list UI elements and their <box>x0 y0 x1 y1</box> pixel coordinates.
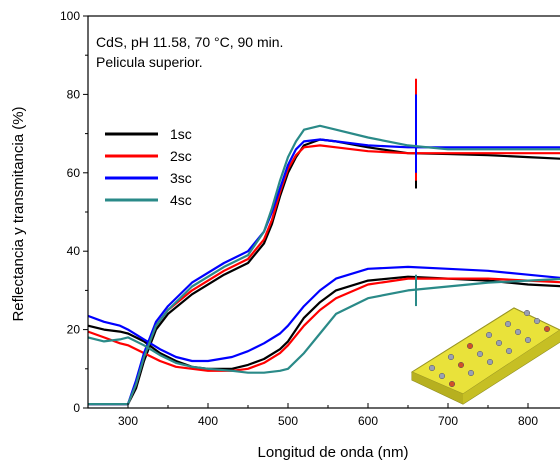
legend-label-1sc: 1sc <box>170 126 192 142</box>
series-2sc-reflectance-line <box>87 277 560 372</box>
series-4sc-reflectance-line <box>87 277 560 374</box>
inset-dot <box>448 380 456 388</box>
inset-dot <box>514 328 522 336</box>
inset-dot <box>504 320 512 328</box>
inset-dot <box>428 364 436 372</box>
y-tick-label: 20 <box>67 323 81 337</box>
inset-dot <box>438 372 446 380</box>
x-tick-label: 800 <box>518 414 538 428</box>
sample-holder-image <box>410 307 560 405</box>
series-3sc-reflectance-line <box>87 265 560 363</box>
y-tick-label: 0 <box>73 401 80 415</box>
x-axis-ticks: 300 400 500 600 700 800 <box>118 403 538 428</box>
inset-dot <box>533 317 541 325</box>
inset-dot <box>486 358 494 366</box>
series-4sc-transmittance-line <box>88 124 560 406</box>
y-tick-label: 80 <box>67 87 81 101</box>
inset-dot <box>524 336 532 344</box>
inset-dot <box>476 350 484 358</box>
inset-dot <box>466 342 474 350</box>
y-tick-label: 60 <box>67 166 81 180</box>
legend: 1sc 2sc 3sc 4sc <box>105 126 192 208</box>
series-1sc-reflectance-line <box>87 275 560 370</box>
y-tick-label: 40 <box>67 244 81 258</box>
inset-dot <box>543 325 551 333</box>
x-tick-label: 300 <box>118 414 138 428</box>
annotation-line-1: CdS, pH 11.58, 70 °C, 90 min. <box>96 34 283 50</box>
x-tick-label: 500 <box>278 414 298 428</box>
legend-label-2sc: 2sc <box>170 148 192 164</box>
legend-label-4sc: 4sc <box>170 192 192 208</box>
x-tick-label: 600 <box>358 414 378 428</box>
series-layer <box>87 78 560 406</box>
x-axis-title: Longitud de onda (nm) <box>258 444 409 461</box>
inset-dot <box>495 339 503 347</box>
inset-dot <box>447 353 455 361</box>
annotation-line-2: Pelicula superior. <box>96 54 203 70</box>
y-axis-title: Reflectancia y transmitancia (%) <box>10 106 27 321</box>
inset-dot <box>505 347 513 355</box>
y-axis-ticks: 0 20 40 60 80 100 <box>60 9 88 415</box>
inset-dot <box>467 369 475 377</box>
inset-dot <box>485 331 493 339</box>
inset-dot <box>457 361 465 369</box>
legend-label-3sc: 3sc <box>170 170 192 186</box>
y-tick-label: 100 <box>60 9 80 23</box>
inset-dot <box>523 309 531 317</box>
x-tick-label: 400 <box>198 414 218 428</box>
x-tick-label: 700 <box>438 414 458 428</box>
